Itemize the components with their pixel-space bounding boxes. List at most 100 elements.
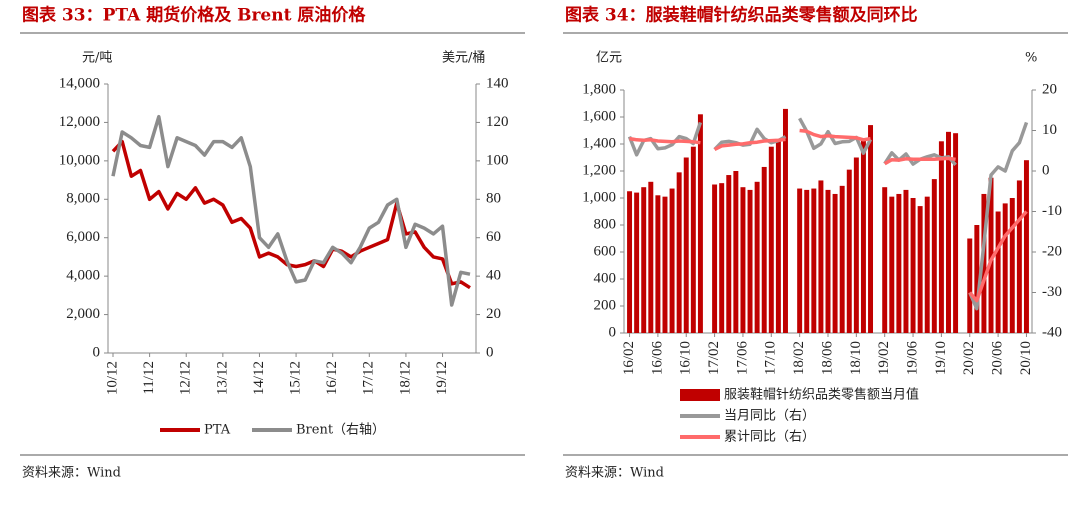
y-tick-label: 0	[93, 344, 101, 360]
y2-tick-label: -20	[1042, 243, 1062, 259]
bar	[917, 206, 923, 333]
legend-label: Brent（右轴）	[296, 423, 385, 438]
bar	[1002, 203, 1008, 333]
legend-label: 累计同比（右）	[724, 430, 815, 445]
bar	[683, 157, 689, 333]
bar	[648, 181, 654, 333]
bar	[697, 114, 703, 333]
bar	[690, 146, 696, 333]
bar	[662, 196, 668, 333]
bar	[804, 189, 810, 333]
y-tick-label: 14,000	[59, 75, 100, 91]
x-tick-label: 13/12	[214, 361, 230, 395]
source: 资料来源：Wind	[22, 466, 121, 481]
y2-tick-label: 60	[486, 229, 501, 245]
bar	[811, 188, 817, 333]
bar	[818, 180, 824, 333]
bar	[903, 189, 909, 333]
legend-label: 服装鞋帽针纺织品类零售额当月值	[724, 387, 919, 403]
y-axis-label: 元/吨	[82, 51, 112, 66]
y-tick-label: 400	[594, 270, 617, 286]
bar	[712, 184, 718, 333]
y2-axis-label: 美元/桶	[442, 51, 485, 66]
y2-tick-label: 0	[1042, 162, 1050, 178]
bar	[995, 211, 1001, 333]
x-tick-label: 14/12	[251, 361, 267, 395]
bar	[754, 181, 760, 333]
y2-tick-label: 10	[1042, 122, 1057, 138]
x-tick-label: 19/02	[876, 341, 892, 375]
bar	[832, 193, 838, 333]
y-tick-label: 8,000	[66, 191, 100, 207]
x-tick-label: 20/02	[961, 341, 977, 375]
x-tick-label: 16/10	[678, 341, 694, 375]
x-tick-label: 19/06	[904, 341, 920, 376]
bar	[1016, 180, 1022, 333]
y2-tick-label: -30	[1042, 284, 1062, 300]
y2-tick-label: -40	[1042, 324, 1062, 340]
bar	[775, 139, 781, 333]
y-tick-label: 12,000	[59, 114, 100, 130]
x-tick-label: 17/02	[706, 341, 722, 375]
y2-tick-label: -10	[1042, 203, 1062, 219]
x-tick-label: 18/10	[848, 341, 864, 375]
bar	[868, 125, 874, 333]
y-tick-label: 1,200	[582, 162, 616, 178]
bar	[761, 166, 767, 333]
bar	[768, 146, 774, 333]
bar	[924, 196, 930, 333]
legend-label: 当月同比（右）	[724, 409, 815, 424]
bar	[889, 196, 895, 333]
y2-tick-label: 40	[486, 268, 501, 284]
bar	[988, 177, 994, 333]
y-axis-label: 亿元	[596, 51, 622, 66]
bar	[669, 188, 675, 333]
x-tick-label: 20/06	[990, 341, 1006, 376]
bar	[740, 187, 746, 333]
bar	[825, 189, 831, 333]
bar	[747, 189, 753, 333]
line	[629, 128, 1028, 303]
x-tick-label: 11/12	[141, 361, 157, 395]
y2-tick-label: 20	[1042, 81, 1057, 97]
bar	[1009, 198, 1015, 333]
bar	[931, 179, 937, 333]
chart-title: 图表 33：PTA 期货价格及 Brent 原油价格	[22, 5, 366, 26]
y-tick-label: 800	[594, 216, 617, 232]
x-tick-label: 17/06	[734, 341, 750, 376]
y2-tick-label: 120	[486, 114, 509, 130]
bar	[782, 108, 788, 334]
y-tick-label: 1,600	[582, 108, 616, 124]
y-tick-label: 1,000	[582, 189, 616, 205]
bar	[797, 188, 803, 333]
y2-tick-label: 140	[486, 75, 509, 91]
x-tick-label: 19/10	[933, 341, 949, 375]
legend-label: PTA	[204, 423, 231, 438]
y-tick-label: 200	[594, 297, 617, 313]
bar	[896, 193, 902, 333]
x-tick-label: 17/10	[763, 341, 779, 375]
bar	[981, 193, 987, 333]
x-tick-label: 10/12	[104, 361, 120, 395]
y-tick-label: 2,000	[66, 306, 100, 322]
x-tick-label: 16/06	[649, 341, 665, 376]
y-tick-label: 600	[594, 243, 617, 259]
bar	[676, 172, 682, 333]
bar	[967, 238, 973, 333]
bar	[627, 191, 633, 333]
y2-axis-label: %	[1025, 51, 1037, 66]
y2-tick-label: 80	[486, 191, 501, 207]
y2-tick-label: 20	[486, 306, 501, 322]
legend-swatch	[680, 389, 720, 401]
bar	[882, 187, 888, 333]
bar	[946, 131, 951, 333]
bar	[641, 187, 647, 333]
x-tick-label: 18/12	[397, 361, 413, 395]
y2-tick-label: 100	[486, 152, 509, 168]
chart-title: 图表 34：服装鞋帽针纺织品类零售额及同环比	[565, 5, 918, 26]
x-tick-label: 18/06	[819, 341, 835, 376]
bar	[860, 138, 866, 333]
x-tick-label: 20/10	[1018, 341, 1034, 375]
bar	[974, 225, 980, 333]
bar	[839, 185, 845, 333]
